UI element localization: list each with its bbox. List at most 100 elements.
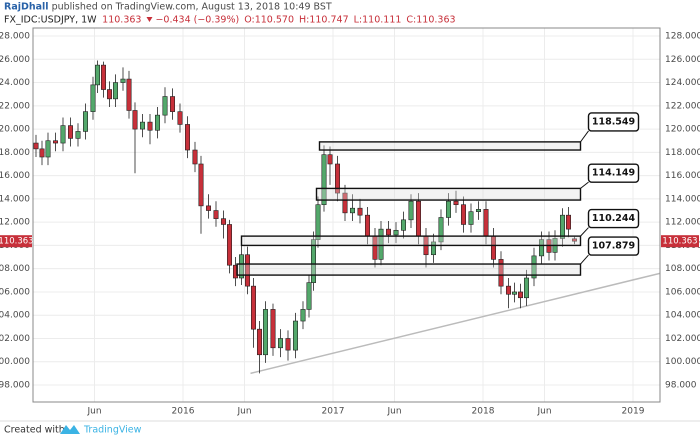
x-tick-label: 2019 — [622, 407, 645, 417]
candle-body — [378, 228, 384, 260]
level-connector — [580, 254, 589, 265]
level-label: 107.879 — [592, 241, 635, 252]
y-tick-label: 102.000 — [0, 334, 30, 344]
candle-body — [385, 228, 391, 236]
last-price-badge — [661, 235, 699, 248]
candle-body — [227, 224, 233, 266]
candle-body — [132, 110, 138, 130]
y-tick-label-right: 120.000 — [665, 125, 700, 135]
candle-body — [221, 218, 227, 225]
level-zone — [236, 263, 582, 276]
y-tick-label: 98.000 — [0, 381, 30, 391]
candle-body — [155, 114, 161, 131]
y-tick-label-right: 104.000 — [665, 311, 700, 321]
y-tick-label: 108.000 — [0, 264, 30, 274]
x-tick-label: Jun — [86, 407, 101, 417]
candle-body — [438, 217, 444, 243]
y-tick-label-right: 116.000 — [665, 171, 700, 181]
candle-body — [185, 124, 191, 151]
y-tick-label-right: 114.000 — [665, 194, 700, 204]
level-label-box — [587, 208, 640, 229]
candle-body — [52, 140, 58, 144]
level-zone — [318, 141, 582, 151]
last-price-label: 110.363 — [662, 237, 697, 247]
y-tick-label: 114.000 — [0, 194, 30, 204]
candle-body — [538, 239, 544, 257]
y-tick-label: 124.000 — [0, 78, 30, 88]
candle-body — [75, 131, 81, 139]
y-tick-label: 104.000 — [0, 311, 30, 321]
candle-body — [120, 78, 126, 83]
y-tick-label-right: 108.000 — [665, 264, 700, 274]
y-tick-label-right: 112.000 — [665, 218, 700, 228]
candle-body — [277, 338, 283, 349]
publisher[interactable]: RajDhall — [4, 2, 49, 13]
candle-body — [408, 200, 414, 221]
candle-body — [170, 96, 176, 112]
x-tick-label: 2018 — [472, 407, 495, 417]
candle-body — [559, 214, 565, 239]
y-tick-label-right: 122.000 — [665, 101, 700, 111]
y-tick-label: 120.000 — [0, 125, 30, 135]
y-tick-label: 106.000 — [0, 287, 30, 297]
symbol: FX_IDC:USDJPY, 1W — [4, 15, 97, 26]
candle-body — [531, 255, 537, 279]
candle-body — [415, 200, 421, 237]
candle-body — [270, 309, 276, 349]
candle-body — [565, 214, 571, 230]
candle-body — [68, 125, 74, 139]
candle-body — [445, 200, 451, 218]
candle-body — [400, 219, 406, 231]
candle-body — [285, 338, 291, 351]
footer-brand[interactable]: TradingView — [83, 425, 142, 436]
candle-body — [357, 207, 363, 216]
candle-body — [364, 214, 370, 237]
candle-body — [292, 320, 298, 351]
ohlc-c: C:110.363 — [406, 15, 455, 26]
candle-body — [453, 200, 459, 206]
change: −0.434 (−0.39%) — [155, 15, 239, 26]
last-price-label: 110.363 — [0, 237, 34, 247]
candle-body — [310, 239, 316, 283]
candle-body — [192, 149, 198, 165]
candle-body — [511, 291, 517, 295]
y-tick-label: 112.000 — [0, 218, 30, 228]
candle-body — [90, 84, 96, 112]
y-tick-label-right: 102.000 — [665, 334, 700, 344]
candle-body — [306, 282, 312, 310]
level-zone — [315, 187, 582, 201]
candle-body — [327, 154, 333, 165]
candle-body — [475, 209, 481, 212]
candle-body — [39, 148, 45, 158]
candle-body — [239, 254, 245, 279]
candle-body — [45, 140, 51, 158]
y-tick-label-right: 124.000 — [665, 78, 700, 88]
candle-body — [113, 82, 119, 100]
y-tick-label: 118.000 — [0, 148, 30, 158]
candle-body — [393, 229, 399, 236]
candle-body — [505, 285, 511, 295]
level-connector — [580, 227, 589, 237]
plot-border — [32, 27, 661, 403]
x-tick-label: Jun — [386, 407, 401, 417]
level-connector — [580, 181, 589, 189]
x-tick-label: Jun — [536, 407, 551, 417]
candle-body — [342, 192, 348, 214]
candle-body — [140, 121, 146, 130]
candle-body — [95, 64, 101, 86]
candle-body — [33, 142, 39, 150]
candle-body — [300, 309, 306, 322]
level-label: 110.244 — [592, 213, 636, 224]
candle-body — [430, 241, 436, 256]
ohlc-o: O:110.570 — [244, 15, 294, 26]
down-arrow — [146, 17, 153, 22]
candle-body — [147, 121, 153, 131]
candle-body — [177, 111, 183, 125]
y-tick-label: 122.000 — [0, 101, 30, 111]
candle-body — [251, 285, 257, 330]
candle-body — [126, 78, 132, 111]
level-label-box — [587, 163, 640, 183]
candle-body — [206, 205, 212, 211]
